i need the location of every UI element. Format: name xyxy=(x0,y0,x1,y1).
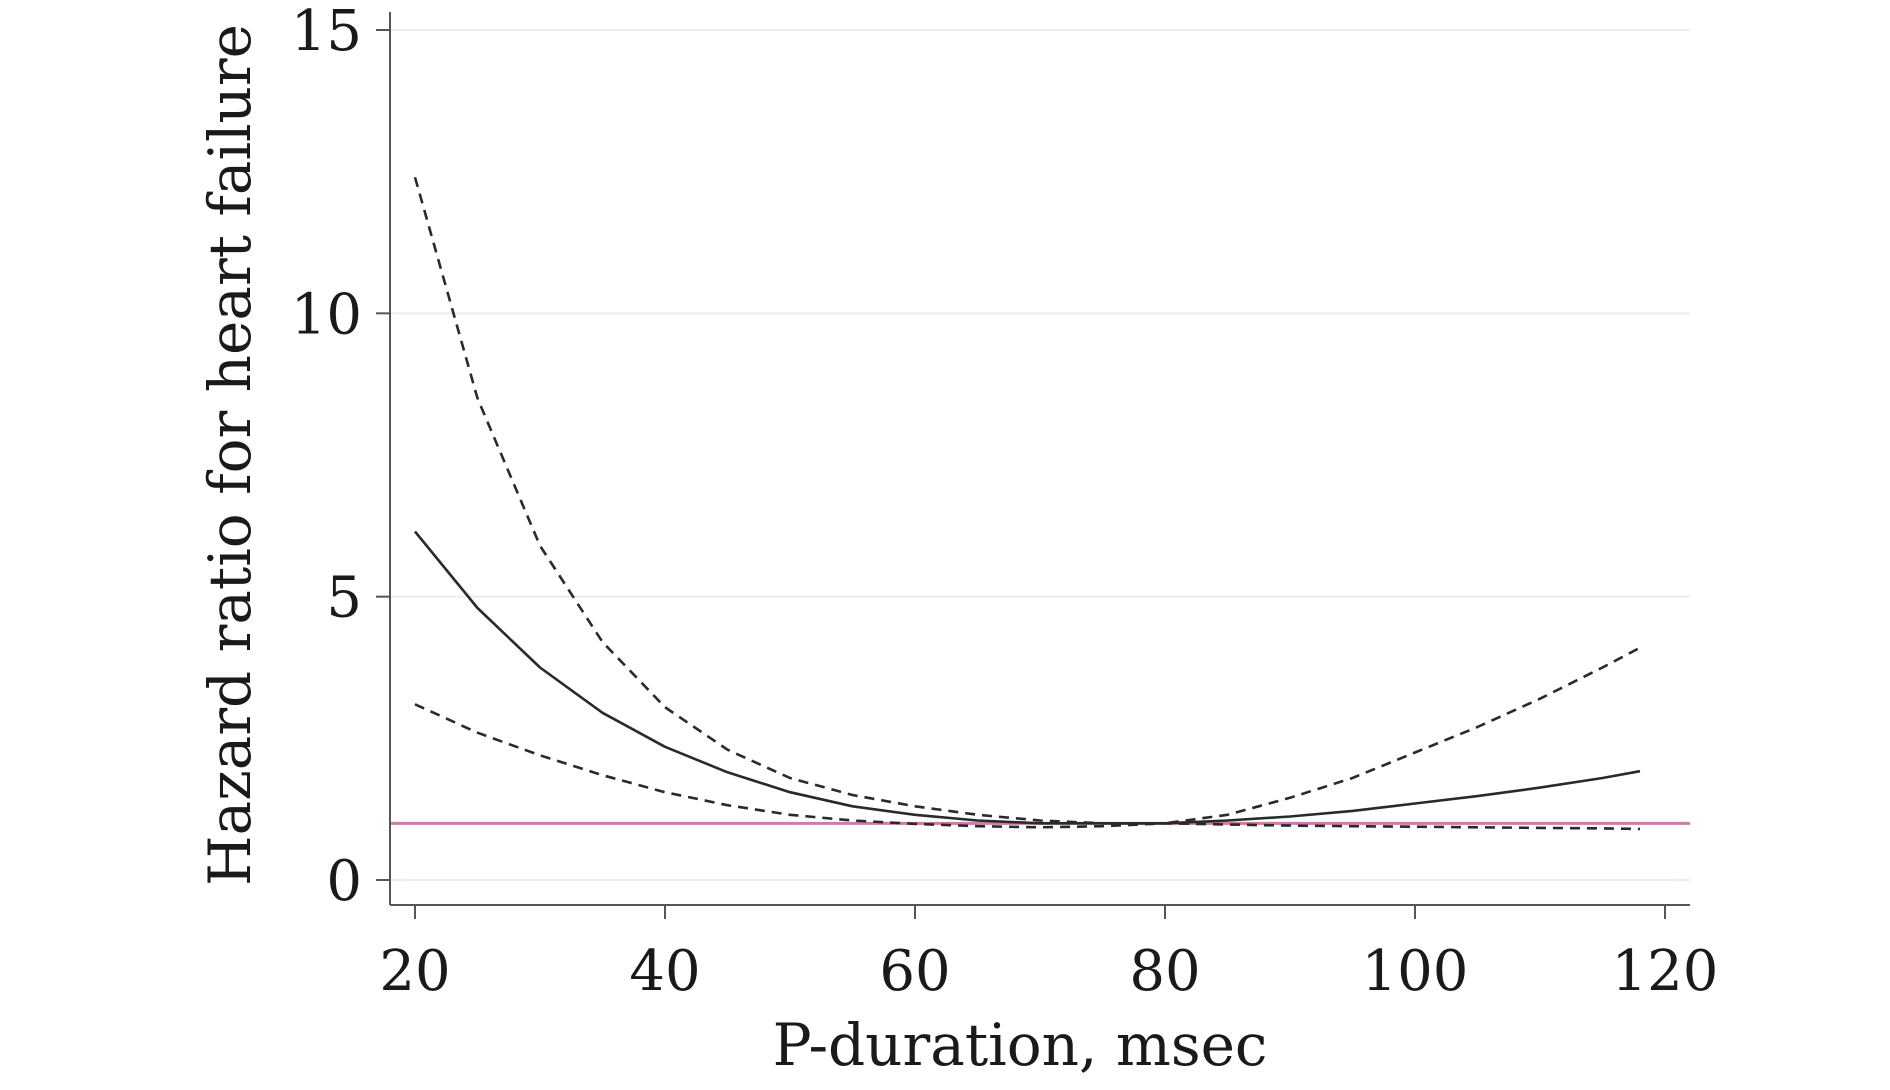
series-line-lower-bound xyxy=(414,703,1641,831)
x-tick-label-20: 20 xyxy=(379,939,450,1004)
y-axis-title: Hazard ratio for heart failure xyxy=(196,24,264,886)
series-line-upper-bound xyxy=(413,176,1641,825)
y-tick-label-0: 0 xyxy=(326,849,362,914)
series-layer xyxy=(413,176,1641,831)
x-tick-label-80: 80 xyxy=(1129,939,1200,1004)
x-tick-label-60: 60 xyxy=(879,939,950,1004)
series-line-estimate xyxy=(413,530,1641,825)
y-tick-label-15: 15 xyxy=(291,0,362,64)
axes: 0 5 10 15 20 40 60 80 100 120 xyxy=(291,0,1719,1004)
x-tick-label-120: 120 xyxy=(1612,939,1719,1004)
gridlines xyxy=(390,29,1690,881)
y-tick-label-10: 10 xyxy=(291,282,362,347)
x-axis-title: P-duration, msec xyxy=(773,1011,1268,1079)
y-tick-label-5: 5 xyxy=(326,566,362,631)
x-tick-label-40: 40 xyxy=(629,939,700,1004)
x-tick-label-100: 100 xyxy=(1362,939,1469,1004)
